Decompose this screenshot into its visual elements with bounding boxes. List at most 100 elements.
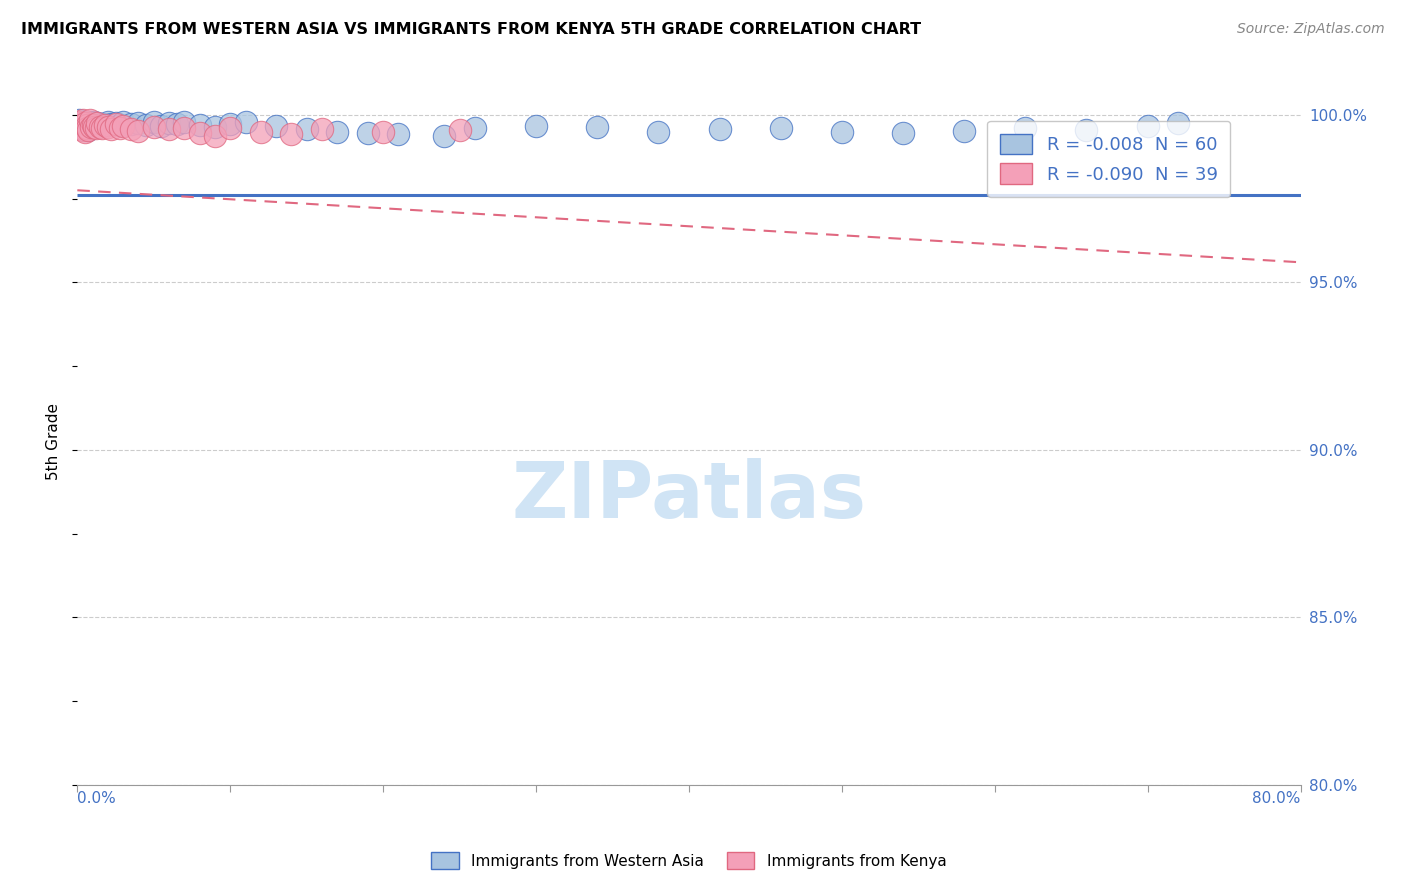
Point bbox=[464, 121, 486, 136]
Point bbox=[219, 121, 242, 136]
Point bbox=[77, 123, 100, 137]
Point bbox=[86, 116, 108, 130]
Point bbox=[219, 117, 242, 131]
Point bbox=[891, 126, 914, 140]
Point bbox=[90, 117, 112, 131]
Point bbox=[150, 119, 173, 133]
Point bbox=[157, 116, 180, 130]
Point bbox=[204, 128, 226, 143]
Point bbox=[1076, 123, 1098, 137]
Text: 80.0%: 80.0% bbox=[1253, 791, 1301, 805]
Point bbox=[135, 118, 157, 132]
Point bbox=[97, 115, 120, 129]
Point bbox=[166, 117, 188, 131]
Point bbox=[280, 128, 302, 142]
Point bbox=[73, 123, 96, 137]
Point bbox=[108, 118, 131, 132]
Point bbox=[104, 116, 127, 130]
Point bbox=[94, 118, 117, 132]
Point bbox=[87, 118, 110, 132]
Point bbox=[371, 125, 394, 139]
Point bbox=[83, 120, 105, 134]
Point bbox=[142, 114, 165, 128]
Point bbox=[295, 122, 318, 136]
Point bbox=[433, 128, 456, 143]
Point bbox=[120, 122, 142, 136]
Point bbox=[387, 128, 409, 142]
Legend: Immigrants from Western Asia, Immigrants from Kenya: Immigrants from Western Asia, Immigrants… bbox=[426, 846, 952, 875]
Point bbox=[89, 119, 111, 133]
Point bbox=[128, 124, 150, 138]
Point bbox=[73, 125, 96, 139]
Point bbox=[173, 121, 195, 136]
Point bbox=[449, 123, 471, 137]
Point bbox=[70, 120, 93, 134]
Point bbox=[84, 121, 107, 136]
Point bbox=[97, 120, 120, 134]
Point bbox=[769, 120, 792, 135]
Point bbox=[80, 120, 103, 134]
Point bbox=[831, 125, 853, 139]
Point bbox=[70, 121, 93, 136]
Point bbox=[264, 119, 287, 133]
Point bbox=[72, 121, 94, 136]
Point bbox=[72, 116, 94, 130]
Point bbox=[524, 119, 547, 133]
Point bbox=[79, 114, 101, 128]
Point bbox=[70, 118, 93, 132]
Point bbox=[84, 117, 107, 131]
Point bbox=[94, 118, 117, 132]
Point bbox=[326, 125, 349, 139]
Point bbox=[69, 120, 91, 134]
Point bbox=[188, 126, 211, 140]
Point bbox=[173, 115, 195, 129]
Point bbox=[112, 115, 135, 129]
Point bbox=[108, 121, 131, 136]
Y-axis label: 5th Grade: 5th Grade bbox=[46, 403, 62, 480]
Point bbox=[90, 121, 112, 136]
Point bbox=[1014, 121, 1036, 136]
Legend: R = -0.008  N = 60, R = -0.090  N = 39: R = -0.008 N = 60, R = -0.090 N = 39 bbox=[987, 121, 1230, 197]
Point bbox=[647, 125, 669, 139]
Point bbox=[89, 120, 111, 134]
Point bbox=[69, 116, 91, 130]
Point bbox=[250, 125, 273, 139]
Point bbox=[72, 112, 94, 127]
Point bbox=[86, 116, 108, 130]
Point bbox=[69, 116, 91, 130]
Point bbox=[104, 117, 127, 131]
Point bbox=[188, 118, 211, 132]
Point bbox=[100, 117, 122, 131]
Point bbox=[1136, 119, 1159, 133]
Point bbox=[76, 121, 98, 136]
Point bbox=[77, 123, 100, 137]
Point bbox=[70, 114, 93, 128]
Point bbox=[83, 115, 105, 129]
Point bbox=[142, 120, 165, 134]
Point bbox=[235, 115, 257, 129]
Point bbox=[204, 120, 226, 134]
Point bbox=[73, 116, 96, 130]
Point bbox=[72, 123, 94, 137]
Point bbox=[76, 118, 98, 132]
Point bbox=[79, 118, 101, 132]
Text: 0.0%: 0.0% bbox=[77, 791, 117, 805]
Point bbox=[76, 121, 98, 136]
Point bbox=[79, 112, 101, 127]
Point bbox=[953, 124, 976, 138]
Point bbox=[69, 118, 91, 132]
Point bbox=[311, 122, 333, 136]
Point bbox=[82, 118, 104, 132]
Point bbox=[586, 120, 609, 134]
Point bbox=[357, 126, 380, 140]
Point bbox=[709, 122, 731, 136]
Point bbox=[1167, 116, 1189, 130]
Point bbox=[100, 122, 122, 136]
Point bbox=[157, 122, 180, 136]
Point bbox=[112, 119, 135, 133]
Text: IMMIGRANTS FROM WESTERN ASIA VS IMMIGRANTS FROM KENYA 5TH GRADE CORRELATION CHAR: IMMIGRANTS FROM WESTERN ASIA VS IMMIGRAN… bbox=[21, 22, 921, 37]
Point bbox=[67, 112, 90, 127]
Point bbox=[73, 118, 96, 132]
Text: Source: ZipAtlas.com: Source: ZipAtlas.com bbox=[1237, 22, 1385, 37]
Point bbox=[82, 117, 104, 131]
